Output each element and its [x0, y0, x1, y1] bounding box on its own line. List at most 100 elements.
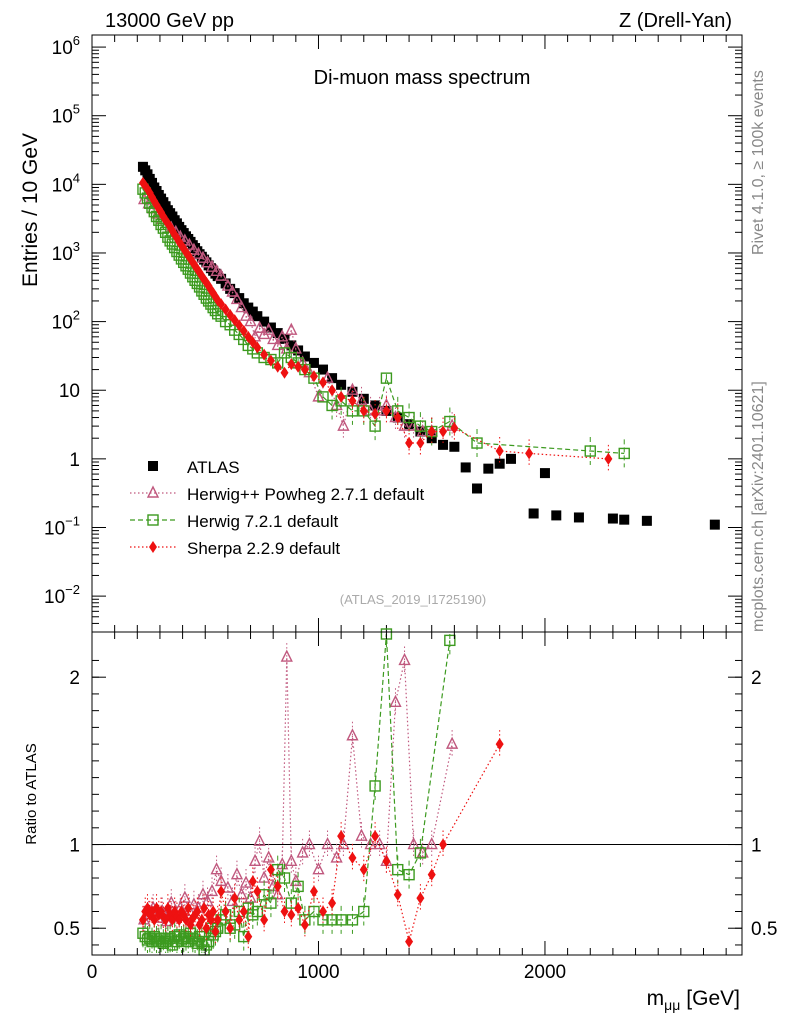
header-energy-label: 13000 GeV pp	[105, 10, 234, 32]
main-point-herwigpp	[226, 284, 239, 297]
ratio-point-herwigpp	[280, 649, 293, 662]
ratio-point-herwigpp	[407, 836, 420, 850]
main-point-sherpa	[319, 376, 328, 389]
main-y-tick-exponent: 2	[73, 308, 80, 323]
main-point-atlas	[528, 508, 539, 519]
main-point-herwigpp	[398, 418, 411, 431]
ratio-point-herwigpp	[425, 836, 438, 850]
ratio-y-tick-label-right: 0.5	[751, 919, 777, 940]
main-point-atlas	[259, 316, 270, 327]
main-point-atlas	[327, 373, 338, 384]
main-point-herwig7	[618, 447, 630, 460]
ratio-point-sherpa	[416, 892, 425, 905]
main-point-atlas	[460, 462, 471, 473]
main-point-atlas	[308, 357, 319, 368]
main-point-herwig7	[380, 372, 393, 384]
ratio-point-sherpa	[300, 918, 309, 931]
ratio-point-herwig7	[346, 914, 359, 926]
ratio-point-sherpa	[382, 855, 391, 868]
main-y-tick-label: 10−2	[44, 582, 80, 608]
main-point-atlas	[505, 453, 516, 464]
ratio-point-herwigpp	[221, 880, 235, 893]
ratio-point-herwigpp	[321, 836, 334, 850]
main-point-herwigpp	[205, 259, 219, 272]
legend-label-herwig7: Herwig 7.2.1 default	[187, 512, 338, 531]
ratio-point-sherpa	[328, 897, 337, 910]
main-point-herwigpp	[230, 291, 244, 305]
ratio-y-tick-label: 0.5	[54, 919, 80, 940]
ratio-y-tick-label-right: 2	[751, 668, 762, 689]
main-y-tick-exponent: 5	[73, 102, 80, 117]
ratio-point-herwig7	[444, 634, 456, 647]
main-point-atlas	[272, 328, 283, 339]
main-point-herwig7	[444, 415, 456, 428]
main-y-tick-label: 106	[52, 33, 80, 59]
main-point-atlas	[551, 510, 562, 521]
mcplots-reference-label: mcplots.cern.ch [arXiv:2401.10621]	[750, 381, 767, 632]
legend-marker-herwigpp	[146, 485, 160, 498]
main-y-tick-exponent: −1	[65, 513, 80, 528]
ratio-point-sherpa	[253, 885, 262, 898]
ratio-point-herwigpp	[210, 862, 223, 875]
ratio-point-herwig7	[278, 872, 291, 884]
legend: ATLAS Herwig++ Powheg 2.7.1 default Herwig…	[130, 458, 424, 558]
main-point-sherpa	[405, 437, 414, 450]
main-point-herwigpp	[267, 331, 280, 345]
ratio-point-herwigpp	[230, 867, 244, 880]
main-line-herwigpp	[143, 199, 453, 433]
ratio-point-sherpa	[319, 905, 328, 918]
main-point-herwigpp	[407, 418, 420, 431]
ratio-point-herwigpp	[303, 836, 316, 850]
main-point-herwig7	[584, 445, 596, 457]
main-point-herwigpp	[262, 322, 275, 335]
ratio-point-herwigpp	[201, 893, 214, 907]
main-point-sherpa	[266, 354, 275, 367]
ratio-y-axis-label: Ratio to ATLAS	[23, 743, 40, 844]
main-point-atlas	[483, 463, 494, 474]
main-point-herwigpp	[276, 329, 289, 342]
main-y-tick-base: 10	[52, 313, 73, 334]
main-point-herwigpp	[271, 337, 284, 351]
ratio-point-sherpa	[439, 838, 448, 851]
ratio-point-herwigpp	[312, 862, 325, 875]
x-tick-label: 0	[87, 962, 98, 983]
main-point-herwigpp	[346, 382, 359, 395]
ratio-point-herwigpp	[214, 873, 228, 887]
main-point-herwigpp	[244, 314, 257, 327]
ratio-point-herwig7	[251, 905, 264, 918]
ratio-point-herwigpp	[178, 890, 191, 903]
main-point-herwig7	[317, 391, 329, 403]
ratio-point-herwigpp	[165, 895, 178, 908]
x-axis-label: mμμ [GeV]	[647, 987, 740, 1013]
main-point-sherpa	[239, 324, 248, 337]
main-point-herwigpp	[210, 263, 223, 277]
ratio-panel-frame	[91, 631, 743, 956]
main-point-atlas	[607, 513, 618, 524]
ratio-y-tick-label: 2	[69, 668, 80, 689]
ratio-point-sherpa	[348, 851, 357, 864]
main-point-sherpa	[450, 422, 459, 435]
main-point-atlas	[293, 345, 304, 356]
ratio-point-sherpa	[427, 868, 436, 881]
main-point-atlas	[539, 468, 550, 479]
legend-marker-atlas	[148, 461, 158, 471]
ratio-point-herwigpp	[346, 728, 359, 741]
main-point-herwigpp	[221, 278, 235, 291]
ratio-point-herwig7	[292, 880, 304, 893]
x-tick-label: 1000	[297, 962, 339, 983]
x-tick-label: 2000	[524, 962, 566, 983]
ratio-point-herwigpp	[235, 887, 248, 900]
ratio-point-sherpa	[260, 913, 269, 926]
main-y-tick-exponent: 6	[73, 33, 80, 48]
legend-marker-sherpa	[149, 541, 157, 553]
ratio-point-sherpa	[193, 905, 202, 918]
main-point-sherpa	[309, 370, 318, 383]
main-point-sherpa	[427, 425, 436, 438]
main-point-atlas	[318, 364, 329, 375]
ratio-point-sherpa	[294, 902, 303, 915]
main-panel-title: Di-muon mass spectrum	[314, 67, 531, 89]
ratio-point-sherpa	[273, 880, 282, 893]
ratio-point-sherpa	[266, 863, 275, 876]
main-y-tick-base: 10	[52, 107, 73, 128]
